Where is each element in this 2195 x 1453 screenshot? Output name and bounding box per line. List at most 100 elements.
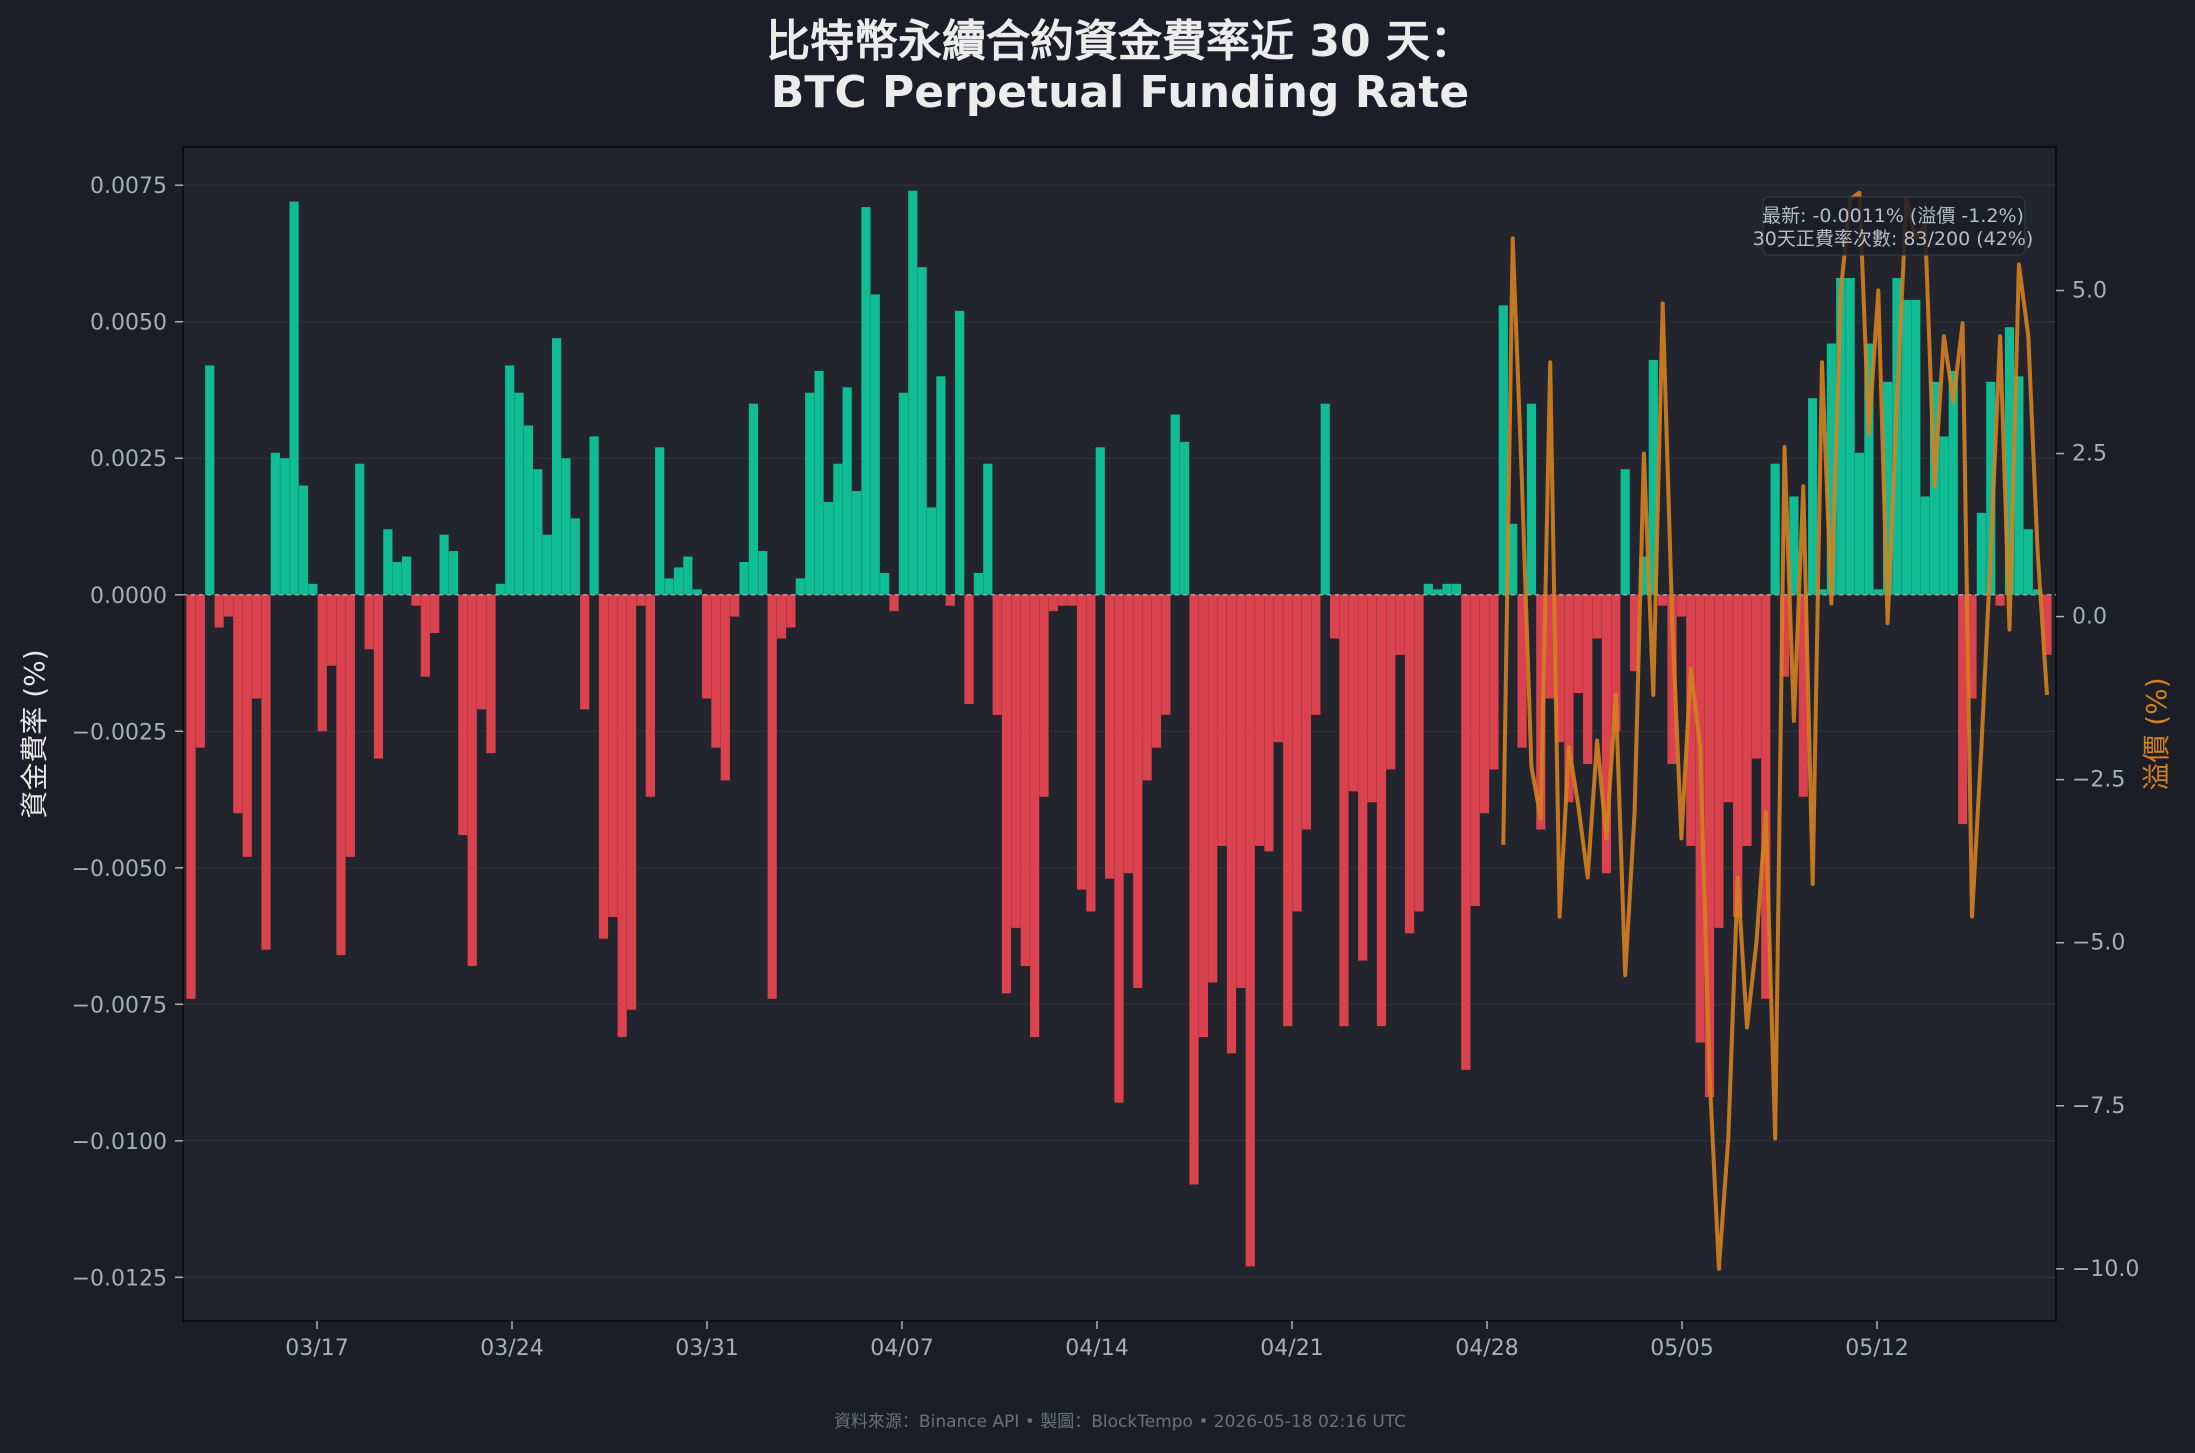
funding-bar [1986, 381, 1996, 595]
funding-bar [589, 436, 599, 595]
chart-title-cn: 比特幣永續合約資金費率近 30 天： [766, 16, 1474, 67]
funding-bar [1151, 594, 1162, 748]
funding-bar [692, 589, 702, 595]
funding-bar [1330, 594, 1340, 639]
funding-bar [1789, 496, 1799, 595]
funding-bar [1526, 403, 1537, 595]
x-tick-label: 04/28 [1455, 1336, 1518, 1361]
funding-bar [242, 594, 252, 857]
funding-bar [1001, 594, 1012, 994]
funding-bar [1686, 594, 1696, 846]
funding-bar [1358, 594, 1368, 961]
funding-bar [1451, 583, 1462, 595]
funding-bar [458, 594, 468, 836]
funding-bar [317, 594, 327, 732]
funding-bar [308, 583, 318, 595]
funding-bar [1545, 594, 1555, 699]
funding-bar [1733, 594, 1743, 917]
funding-bar [1864, 343, 1874, 595]
y-axis-left-label: 資金費率 (%) [18, 649, 51, 818]
funding-bar [411, 594, 421, 606]
funding-bar [2033, 589, 2043, 595]
funding-bar [1283, 594, 1293, 1027]
funding-bar [889, 594, 899, 612]
funding-bar [673, 567, 684, 595]
funding-bar [805, 392, 815, 595]
x-tick-label: 04/21 [1260, 1336, 1323, 1361]
funding-bar [486, 594, 496, 754]
funding-bar [636, 594, 646, 606]
funding-bar [823, 501, 834, 595]
funding-bar [1911, 299, 1921, 595]
funding-bar [1611, 594, 1621, 732]
funding-bar [298, 485, 309, 595]
funding-bar [833, 463, 843, 595]
funding-bar [1808, 398, 1818, 595]
funding-bar [373, 594, 384, 759]
funding-bar [2014, 376, 2024, 595]
funding-bar [1883, 381, 1893, 595]
funding-bar [1948, 370, 1958, 595]
funding-bar [195, 594, 205, 748]
funding-bar [1039, 594, 1049, 797]
funding-bar [1995, 594, 2005, 606]
funding-bar [711, 594, 721, 748]
funding-bar [223, 594, 234, 617]
y-axis-left: 0.0075 0.0050 0.0025 0.0000 −0.0025 −0.0050 −0… [72, 174, 183, 1291]
funding-bar [973, 572, 983, 595]
funding-bar [1854, 452, 1865, 595]
funding-bar [439, 534, 449, 595]
y2-tick-label: −2.5 [2072, 768, 2125, 793]
funding-bar [739, 561, 749, 595]
funding-bar [523, 425, 534, 595]
annotation-box: 最新: -0.0011% (溢價 -1.2%) 30天正費率次數: 83/200… [1753, 196, 2033, 256]
funding-bar [392, 561, 402, 595]
funding-bar [1189, 594, 1199, 1185]
funding-bar [964, 594, 974, 704]
funding-bar [1067, 594, 1077, 606]
funding-bar [1292, 594, 1302, 912]
funding-bar [842, 387, 852, 595]
funding-bar [542, 534, 552, 595]
funding-bar [945, 594, 955, 606]
y-tick-label: 0.0075 [90, 174, 167, 199]
funding-bar [345, 594, 355, 857]
funding-bar [270, 452, 280, 595]
funding-bar [786, 594, 796, 628]
funding-bar [701, 594, 712, 699]
y2-tick-label: 5.0 [2072, 278, 2107, 303]
funding-bar [1461, 594, 1471, 1070]
x-axis: 03/17 03/24 03/31 04/07 04/14 04/21 04/28 05/05… [285, 1321, 1909, 1361]
funding-bar [1479, 594, 1490, 814]
funding-bar [936, 376, 946, 595]
funding-bar [1742, 594, 1752, 846]
funding-bar [1592, 594, 1602, 639]
y2-tick-label: −7.5 [2072, 1094, 2125, 1119]
y-tick-label: 0.0025 [90, 447, 167, 472]
funding-bar [261, 594, 271, 950]
funding-bar [1123, 594, 1133, 874]
x-tick-label: 03/31 [675, 1336, 738, 1361]
funding-bar [1058, 594, 1068, 606]
funding-bar [1105, 594, 1115, 879]
funding-bar [1095, 447, 1105, 595]
funding-bar [617, 594, 627, 1038]
funding-bar [1433, 589, 1443, 595]
funding-bar [730, 594, 740, 617]
funding-bar [1470, 594, 1480, 907]
funding-bar [1976, 512, 1986, 595]
funding-bar [608, 594, 618, 917]
x-tick-label: 04/14 [1065, 1336, 1128, 1361]
funding-bar [1442, 583, 1452, 595]
funding-bar [1020, 594, 1030, 967]
funding-bar [280, 458, 290, 595]
y2-tick-label: 2.5 [2072, 442, 2107, 467]
funding-bar [1873, 589, 1883, 595]
x-tick-label: 05/12 [1845, 1336, 1908, 1361]
funding-bar [898, 392, 908, 595]
funding-bar [1798, 594, 1808, 797]
funding-bar [1620, 469, 1630, 595]
footer-source: 資料來源：Binance API • 製圖：BlockTempo • 2026-… [834, 1412, 1406, 1432]
funding-bar [1142, 594, 1152, 781]
y-tick-label: 0.0050 [90, 311, 167, 336]
